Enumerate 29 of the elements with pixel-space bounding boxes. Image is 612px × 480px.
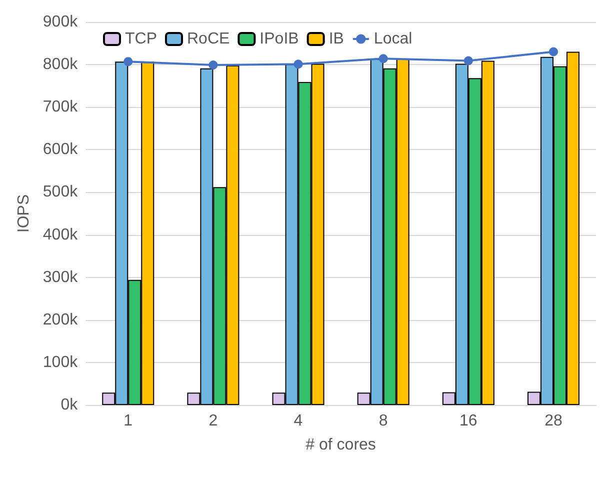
- y-tick-label: 700k: [42, 98, 79, 116]
- x-tick-label: 8: [378, 412, 388, 430]
- x-tick-label: 2: [208, 412, 218, 430]
- legend-label: IB: [328, 30, 344, 48]
- legend-label: RoCE: [187, 30, 230, 48]
- point: [208, 60, 218, 70]
- x-tick-label: 16: [460, 412, 478, 430]
- y-tick-label: 300k: [42, 268, 79, 286]
- point: [464, 56, 473, 66]
- x-tick-label: 4: [294, 412, 303, 430]
- legend-label: IPoIB: [260, 30, 299, 48]
- y-tick-label: 900k: [42, 14, 79, 30]
- y-tick-label: 400k: [42, 226, 79, 244]
- x-axis-title: # of cores: [306, 436, 376, 454]
- y-tick-label: 800k: [42, 56, 79, 74]
- point: [548, 47, 558, 56]
- y-tick-label: 500k: [42, 184, 79, 201]
- legend-label: TCP: [125, 30, 157, 48]
- legend-label: Local: [374, 30, 412, 48]
- y-tick-label: 0k: [60, 396, 79, 414]
- point: [378, 54, 388, 64]
- x-tick-label: 28: [544, 412, 562, 430]
- point: [124, 57, 133, 66]
- y-tick-label: 200k: [42, 311, 79, 328]
- x-tick-label: 1: [124, 412, 133, 430]
- point: [294, 60, 303, 69]
- y-axis-title: IOPS: [16, 194, 32, 233]
- y-tick-label: 100k: [42, 354, 79, 371]
- y-tick-label: 600k: [42, 141, 79, 158]
